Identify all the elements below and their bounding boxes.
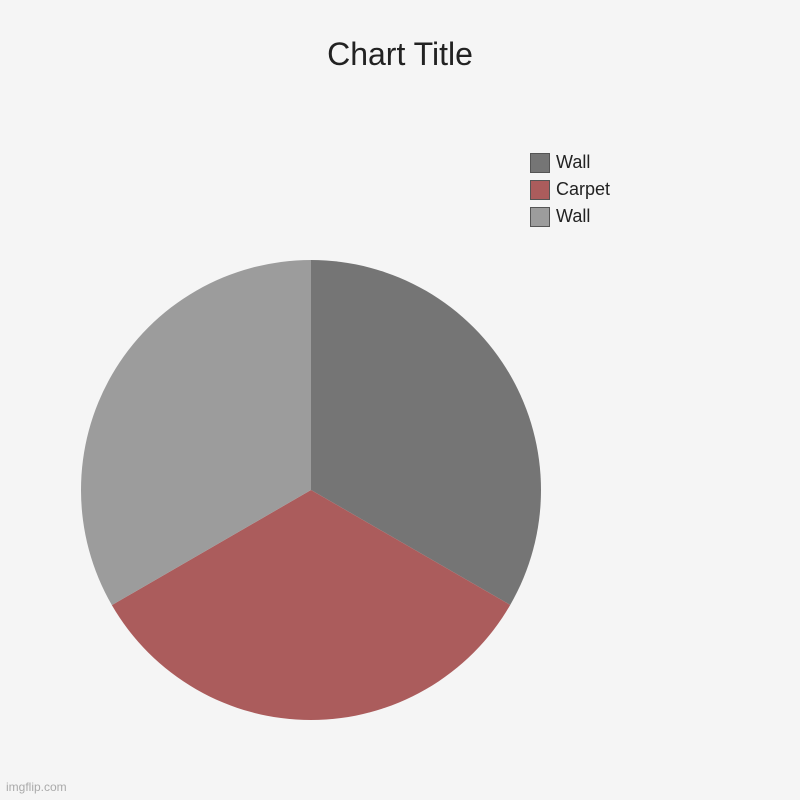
pie-chart bbox=[48, 260, 574, 735]
legend-swatch bbox=[530, 180, 550, 200]
legend-label: Wall bbox=[556, 152, 590, 173]
chart-title: Chart Title bbox=[0, 0, 800, 73]
legend-swatch bbox=[530, 207, 550, 227]
legend-label: Carpet bbox=[556, 179, 610, 200]
legend-item: Carpet bbox=[530, 179, 610, 200]
watermark: imgflip.com bbox=[6, 780, 67, 794]
legend-swatch bbox=[530, 153, 550, 173]
legend-label: Wall bbox=[556, 206, 590, 227]
legend-item: Wall bbox=[530, 206, 610, 227]
chart-legend: Wall Carpet Wall bbox=[530, 152, 610, 233]
legend-item: Wall bbox=[530, 152, 610, 173]
